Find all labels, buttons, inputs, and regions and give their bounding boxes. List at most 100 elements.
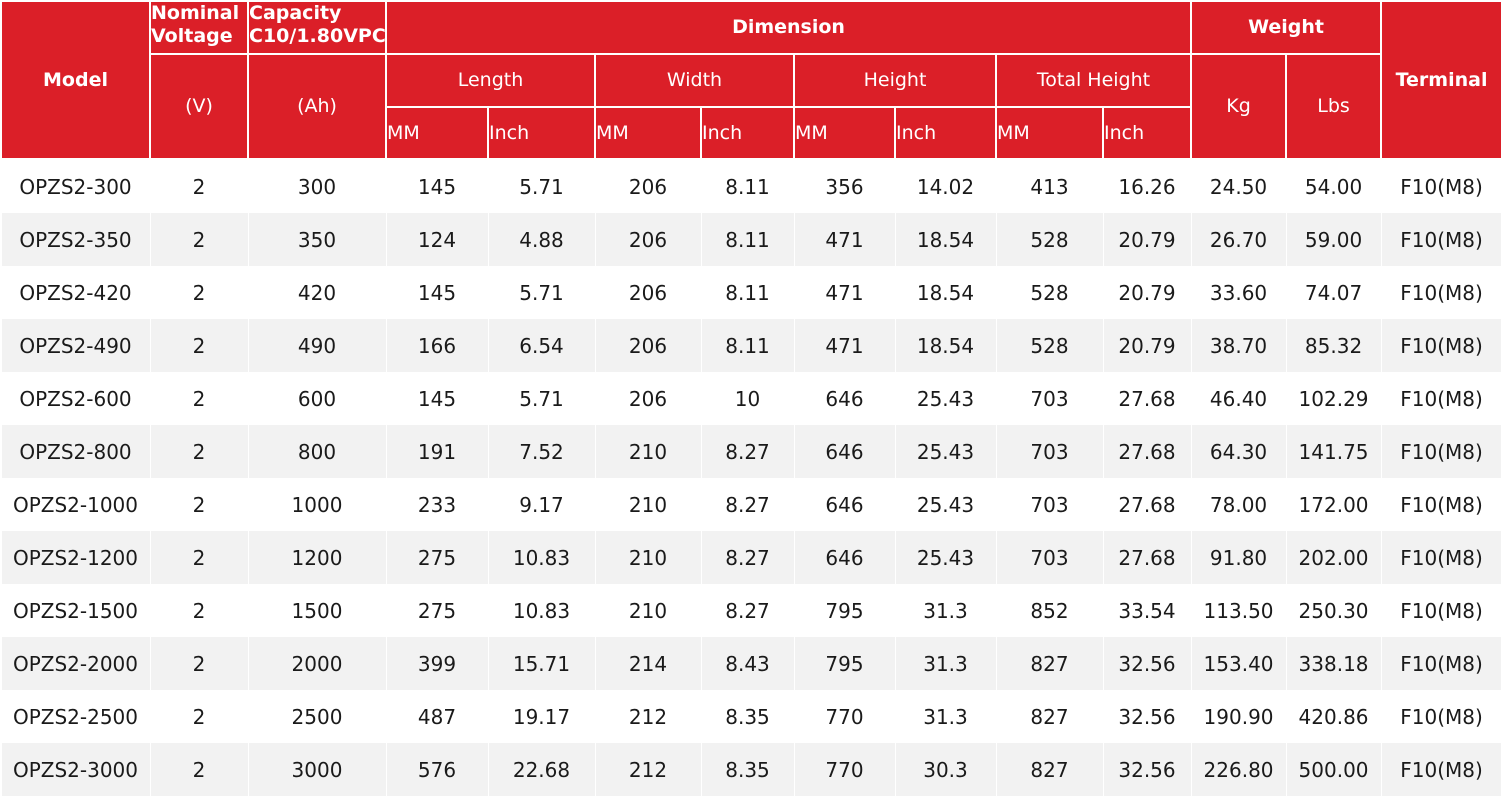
header-total-height: Total Height — [994, 53, 1193, 108]
header-kg: Kg — [1190, 53, 1288, 160]
header-height-inch: Inch — [894, 106, 997, 160]
table-row: OPZS2-350 2 350 124 4.88 206 8.11 471 18.54 528 20… — [0, 213, 1501, 266]
cell-length-inch: 22.68 — [487, 743, 596, 796]
cell-weight-kg: 38.70 — [1190, 319, 1287, 372]
table-row: OPZS2-3000 2 3000 576 22.68 212 8.35 770 30.3 827… — [0, 743, 1501, 796]
cell-width-mm: 212 — [594, 743, 702, 796]
table-header: Model Nominal Voltage Capacity C10/1.80V… — [0, 0, 1501, 160]
cell-weight-kg: 46.40 — [1190, 372, 1287, 425]
cell-capacity: 600 — [247, 372, 387, 425]
cell-total-height-mm: 413 — [995, 159, 1104, 213]
cell-length-inch: 10.83 — [487, 531, 596, 584]
header-nominal-voltage: Nominal Voltage — [149, 0, 249, 55]
cell-total-height-inch: 32.56 — [1102, 743, 1192, 796]
cell-length-inch: 5.71 — [487, 266, 596, 319]
cell-height-inch: 25.43 — [894, 425, 997, 478]
cell-width-mm: 206 — [594, 372, 702, 425]
cell-length-inch: 10.83 — [487, 584, 596, 637]
cell-terminal: F10(M8) — [1380, 319, 1501, 372]
header-weight: Weight — [1190, 0, 1383, 55]
cell-terminal: F10(M8) — [1380, 266, 1501, 319]
cell-model: OPZS2-490 — [0, 319, 151, 372]
cell-height-inch: 18.54 — [894, 266, 997, 319]
cell-width-mm: 210 — [594, 425, 702, 478]
header-height: Height — [793, 53, 997, 108]
cell-voltage: 2 — [149, 159, 249, 213]
cell-total-height-mm: 827 — [995, 637, 1104, 690]
table-row: OPZS2-300 2 300 145 5.71 206 8.11 356 14.02 413 16… — [0, 159, 1501, 213]
cell-total-height-mm: 703 — [995, 478, 1104, 531]
cell-length-inch: 4.88 — [487, 213, 596, 266]
cell-model: OPZS2-350 — [0, 213, 151, 266]
cell-width-mm: 206 — [594, 266, 702, 319]
cell-height-mm: 356 — [793, 159, 896, 213]
cell-length-mm: 576 — [385, 743, 489, 796]
cell-length-inch: 9.17 — [487, 478, 596, 531]
cell-weight-kg: 26.70 — [1190, 213, 1287, 266]
cell-length-mm: 145 — [385, 266, 489, 319]
cell-width-inch: 8.35 — [700, 690, 795, 743]
cell-total-height-mm: 703 — [995, 531, 1104, 584]
cell-capacity: 2500 — [247, 690, 387, 743]
cell-terminal: F10(M8) — [1380, 213, 1501, 266]
cell-weight-lbs: 102.29 — [1285, 372, 1382, 425]
header-total-height-mm: MM — [995, 106, 1104, 160]
cell-voltage: 2 — [149, 372, 249, 425]
cell-width-mm: 206 — [594, 319, 702, 372]
cell-length-mm: 145 — [385, 372, 489, 425]
cell-weight-lbs: 74.07 — [1285, 266, 1382, 319]
cell-total-height-inch: 33.54 — [1102, 584, 1192, 637]
cell-capacity: 800 — [247, 425, 387, 478]
table-row: OPZS2-1200 2 1200 275 10.83 210 8.27 646 25.43 70… — [0, 531, 1501, 584]
cell-terminal: F10(M8) — [1380, 425, 1501, 478]
cell-length-mm: 191 — [385, 425, 489, 478]
cell-height-mm: 646 — [793, 425, 896, 478]
header-dimension: Dimension — [384, 0, 1193, 55]
header-width: Width — [594, 53, 795, 108]
cell-height-mm: 770 — [793, 743, 896, 796]
cell-capacity: 350 — [247, 213, 387, 266]
table-row: OPZS2-420 2 420 145 5.71 206 8.11 471 18.54 528 20… — [0, 266, 1501, 319]
cell-terminal: F10(M8) — [1380, 743, 1501, 796]
cell-height-mm: 471 — [793, 319, 896, 372]
cell-total-height-mm: 703 — [995, 372, 1104, 425]
cell-total-height-mm: 827 — [995, 743, 1104, 796]
cell-width-mm: 210 — [594, 531, 702, 584]
cell-width-inch: 8.43 — [700, 637, 795, 690]
cell-width-inch: 8.11 — [700, 266, 795, 319]
cell-length-mm: 275 — [385, 584, 489, 637]
cell-weight-kg: 33.60 — [1190, 266, 1287, 319]
cell-length-mm: 124 — [385, 213, 489, 266]
cell-terminal: F10(M8) — [1380, 637, 1501, 690]
header-length-inch: Inch — [487, 106, 596, 160]
cell-weight-kg: 226.80 — [1190, 743, 1287, 796]
cell-voltage: 2 — [149, 531, 249, 584]
table-row: OPZS2-1000 2 1000 233 9.17 210 8.27 646 25.43 703… — [0, 478, 1501, 531]
cell-total-height-inch: 27.68 — [1102, 425, 1192, 478]
cell-height-inch: 30.3 — [894, 743, 997, 796]
cell-terminal: F10(M8) — [1380, 372, 1501, 425]
cell-width-inch: 8.35 — [700, 743, 795, 796]
cell-height-mm: 795 — [793, 584, 896, 637]
cell-total-height-inch: 27.68 — [1102, 478, 1192, 531]
header-width-inch: Inch — [700, 106, 795, 160]
cell-terminal: F10(M8) — [1380, 690, 1501, 743]
cell-width-mm: 206 — [594, 213, 702, 266]
cell-terminal: F10(M8) — [1380, 478, 1501, 531]
table-row: OPZS2-490 2 490 166 6.54 206 8.11 471 18.54 528 20… — [0, 319, 1501, 372]
cell-voltage: 2 — [149, 266, 249, 319]
cell-weight-lbs: 85.32 — [1285, 319, 1382, 372]
cell-length-mm: 166 — [385, 319, 489, 372]
cell-model: OPZS2-1500 — [0, 584, 151, 637]
cell-total-height-inch: 20.79 — [1102, 266, 1192, 319]
cell-width-inch: 8.27 — [700, 531, 795, 584]
header-length: Length — [385, 53, 596, 108]
cell-length-inch: 6.54 — [487, 319, 596, 372]
cell-height-inch: 25.43 — [894, 478, 997, 531]
cell-length-mm: 233 — [385, 478, 489, 531]
table-row: OPZS2-800 2 800 191 7.52 210 8.27 646 25.43 703 27… — [0, 425, 1501, 478]
cell-width-mm: 206 — [594, 159, 702, 213]
cell-width-inch: 8.11 — [700, 319, 795, 372]
cell-length-inch: 19.17 — [487, 690, 596, 743]
